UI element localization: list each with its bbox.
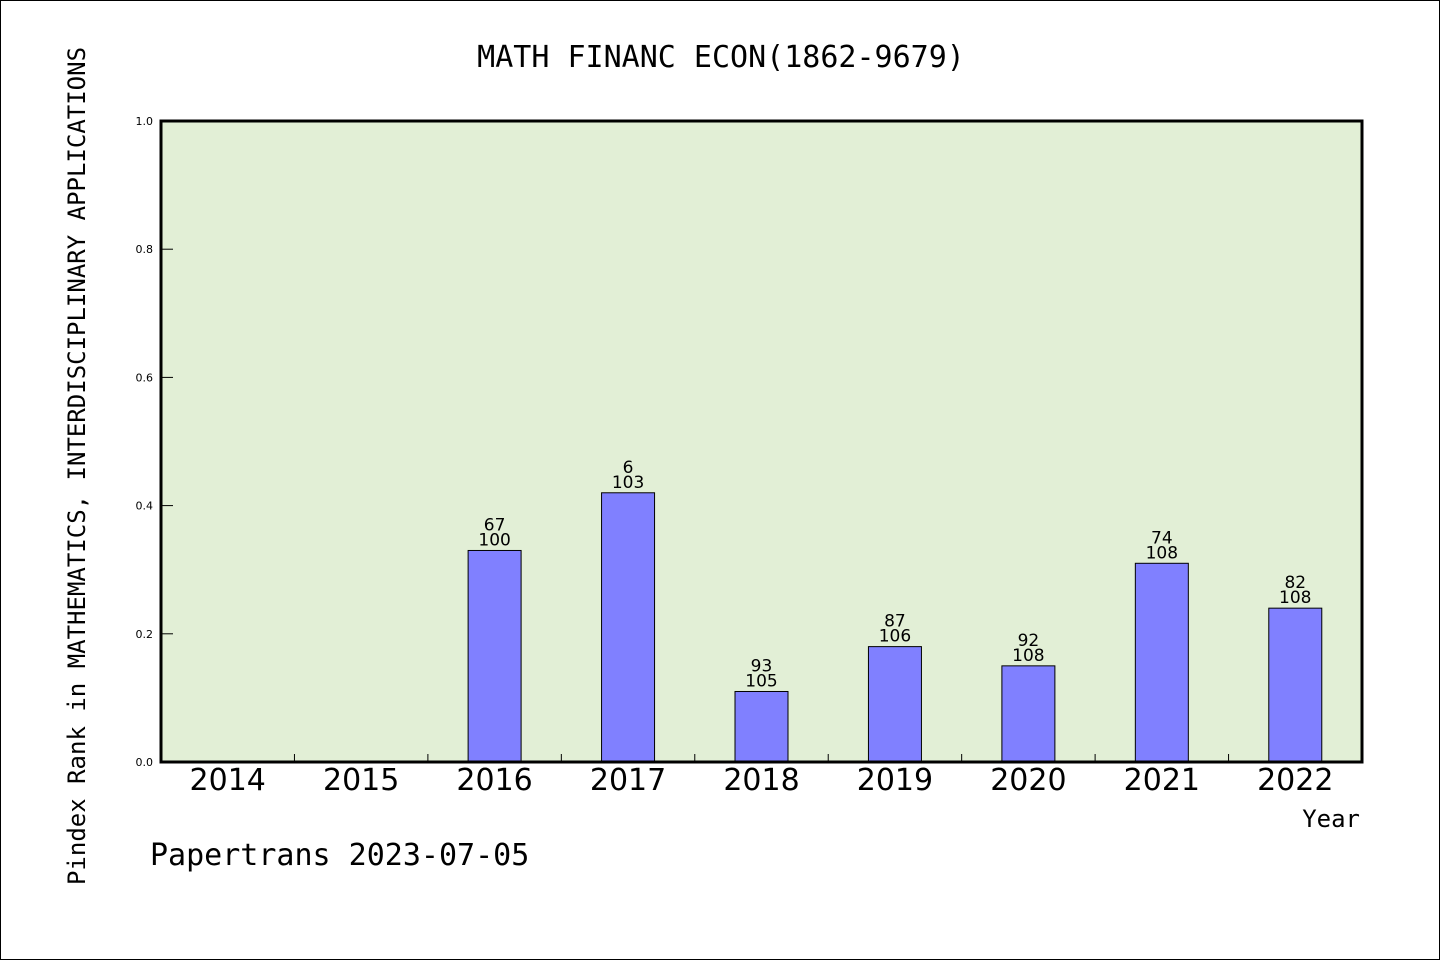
x-tick-label: 2017 [590,763,666,798]
bar-label-bottom: 105 [745,671,777,691]
footer-note: Papertrans 2023-07-05 [150,838,529,873]
bar-label-top: 74 [1151,528,1173,548]
x-tick-label: 2015 [323,763,399,798]
bar-label-top: 67 [484,515,506,535]
y-tick-label: 0.8 [136,243,154,256]
y-tick-label: 0.0 [136,756,154,769]
y-tick-label: 0.2 [136,628,154,641]
y-axis-label: Pindex Rank in MATHEMATICS, INTERDISCIPL… [63,47,91,885]
plot-border [159,119,1364,764]
x-tick-label: 2016 [456,763,532,798]
x-tick-label: 2014 [190,763,266,798]
x-tick-label: 2021 [1124,763,1200,798]
x-axis-label: Year [1302,805,1360,833]
bar-2019 [867,646,922,763]
y-tick-label: 0.6 [136,371,154,384]
bar-2022 [1268,607,1323,763]
x-tick-label: 2018 [723,763,799,798]
bar-label-bottom: 100 [478,530,510,550]
bar-label-bottom: 103 [612,473,644,493]
bar-2016 [467,549,522,763]
bar-label-bottom: 108 [1012,646,1044,666]
y-tick-label: 1.0 [136,115,154,128]
bar-label-bottom: 108 [1279,588,1311,608]
bar-2017 [601,492,656,763]
bar-label-bottom: 108 [1146,543,1178,563]
bar-label-top: 87 [884,612,906,632]
bar-2018 [734,690,789,763]
x-tick-label: 2019 [857,763,933,798]
bar-label-top: 92 [1018,631,1040,651]
bar-label-top: 82 [1284,573,1306,593]
chart-title: MATH FINANC ECON(1862-9679) [477,40,965,75]
bar-label-top: 6 [623,458,634,478]
ticks-group: 0.0 0.2 0.4 0.6 0.8 1.0 2014 2015 2016 2017 2018 20… [136,115,1334,798]
bar-2021 [1134,562,1189,763]
y-tick-label: 0.4 [136,500,154,513]
bar-label-top: 93 [751,656,773,676]
bar-2020 [1001,665,1056,763]
bar-label-bottom: 106 [879,627,911,647]
x-tick-label: 2022 [1257,763,1333,798]
x-tick-label: 2020 [990,763,1066,798]
